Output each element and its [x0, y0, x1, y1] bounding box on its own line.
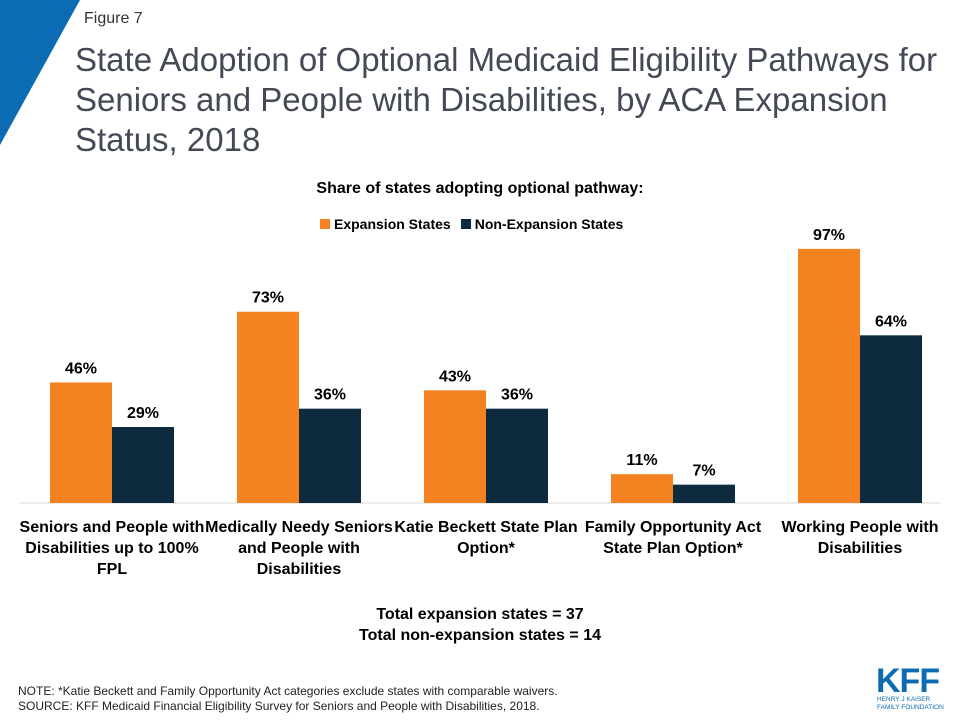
legend: Expansion States Non-Expansion States: [320, 216, 633, 232]
data-label-expansion-3: 43%: [439, 368, 471, 385]
data-label-non-expansion-4: 7%: [692, 463, 715, 480]
figure-label: Figure 7: [84, 10, 143, 27]
total-non-expansion-states: Total non-expansion states = 14: [359, 627, 601, 644]
kff-logo-mark: KFF: [876, 662, 939, 700]
note-text: NOTE: *Katie Beckett and Family Opportun…: [18, 684, 558, 698]
bar-expansion-2: [237, 311, 299, 503]
data-label-non-expansion-5: 64%: [875, 313, 907, 330]
footnote: NOTE: *Katie Beckett and Family Opportun…: [18, 684, 558, 714]
data-label-expansion-4: 11%: [626, 452, 657, 469]
category-label-3: Katie Beckett State Plan Option*: [394, 519, 578, 557]
bar-expansion-3: [424, 390, 486, 503]
bar-expansion-4: [611, 474, 673, 503]
data-label-non-expansion-2: 36%: [314, 387, 346, 404]
data-label-expansion-2: 73%: [252, 290, 284, 307]
bar-expansion-5: [798, 248, 860, 503]
category-label-4: Family Opportunity Act State Plan Option…: [584, 519, 762, 557]
data-label-expansion-5: 97%: [813, 227, 845, 244]
corner-accent-triangle: [0, 0, 80, 145]
data-label-non-expansion-3: 36%: [501, 387, 533, 404]
bar-non-expansion-2: [299, 408, 361, 503]
kff-logo-line1: HENRY J KAISER: [877, 696, 931, 703]
legend-label-expansion: Expansion States: [334, 216, 451, 232]
total-expansion-states: Total expansion states = 37: [376, 606, 584, 623]
chart-subtitle: Share of states adopting optional pathwa…: [316, 180, 644, 197]
chart-title: State Adoption of Optional Medicaid Elig…: [75, 41, 938, 158]
legend-swatch-non-expansion: [460, 219, 471, 229]
legend-swatch-expansion: [320, 219, 330, 229]
bar-non-expansion-1: [112, 427, 174, 503]
bar-expansion-1: [50, 382, 112, 503]
bar-non-expansion-4: [673, 484, 735, 503]
category-label-2: Medically Needy Seniors and People with …: [205, 519, 393, 578]
bar-non-expansion-3: [486, 408, 548, 503]
legend-item-expansion: Expansion States: [320, 216, 451, 232]
data-label-expansion-1: 46%: [65, 360, 97, 377]
category-label-1: Seniors and People with Disabilities up …: [19, 519, 205, 578]
totals-block: Total expansion states = 37 Total non-ex…: [0, 604, 960, 646]
kff-logo: KFF HENRY J KAISER FAMILY FOUNDATION: [876, 662, 944, 711]
category-label-5: Working People with Disabilities: [781, 519, 939, 557]
data-label-non-expansion-1: 29%: [127, 405, 159, 422]
source-text: SOURCE: KFF Medicaid Financial Eligibili…: [18, 699, 540, 713]
legend-item-non-expansion: Non-Expansion States: [460, 216, 624, 232]
bar-non-expansion-5: [860, 335, 922, 503]
legend-label-non-expansion: Non-Expansion States: [474, 216, 624, 232]
kff-logo-line2: FAMILY FOUNDATION: [877, 704, 944, 711]
